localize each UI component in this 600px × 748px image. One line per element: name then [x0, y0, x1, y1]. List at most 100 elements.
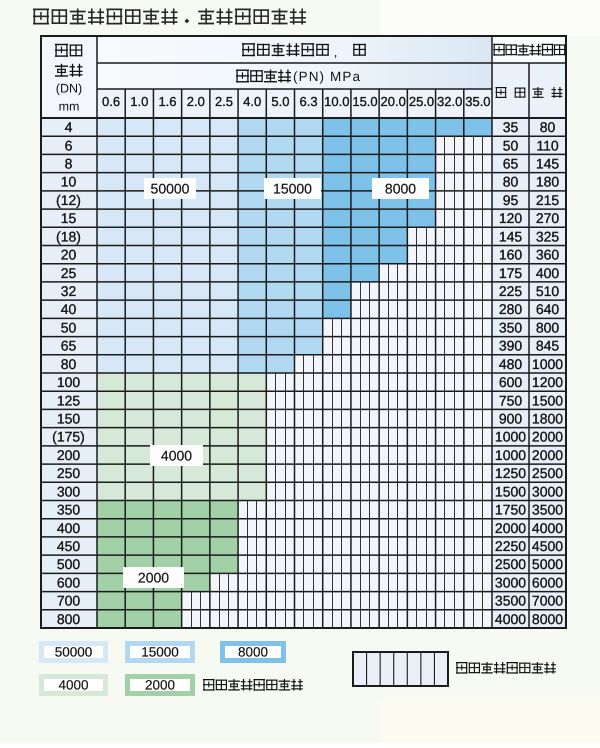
svg-text:32.0: 32.0 — [437, 94, 462, 109]
svg-text:50000: 50000 — [55, 644, 93, 659]
svg-text:8000: 8000 — [385, 181, 416, 197]
svg-text:40: 40 — [61, 301, 77, 317]
svg-text:50000: 50000 — [151, 181, 190, 197]
svg-text:15: 15 — [61, 210, 77, 226]
svg-text:1200: 1200 — [532, 374, 563, 390]
svg-text:640: 640 — [536, 301, 560, 317]
svg-text:1.0: 1.0 — [130, 94, 148, 109]
svg-text:1500: 1500 — [495, 483, 526, 499]
svg-text:6000: 6000 — [532, 575, 563, 591]
svg-text:1000: 1000 — [495, 429, 526, 445]
svg-text:2500: 2500 — [532, 465, 563, 481]
svg-text:2000: 2000 — [145, 677, 175, 692]
svg-text:325: 325 — [536, 228, 560, 244]
svg-text:10.0: 10.0 — [324, 94, 349, 109]
svg-text:150: 150 — [57, 411, 81, 427]
svg-text:1800: 1800 — [532, 411, 563, 427]
svg-text:1250: 1250 — [495, 465, 526, 481]
svg-text:145: 145 — [536, 156, 560, 172]
svg-text:8000: 8000 — [238, 644, 268, 659]
svg-text:2000: 2000 — [495, 520, 526, 536]
svg-text:600: 600 — [499, 374, 523, 390]
svg-text:3000: 3000 — [532, 483, 563, 499]
svg-text:4000: 4000 — [495, 611, 526, 627]
svg-text:1500: 1500 — [532, 392, 563, 408]
svg-text:(12): (12) — [56, 192, 81, 208]
svg-text:160: 160 — [499, 247, 523, 263]
svg-text:80: 80 — [540, 119, 556, 135]
svg-text:0.6: 0.6 — [102, 94, 120, 109]
svg-text:800: 800 — [57, 611, 81, 627]
svg-text:125: 125 — [57, 392, 81, 408]
svg-text:,: , — [334, 45, 338, 60]
svg-text:480: 480 — [499, 356, 523, 372]
svg-text:390: 390 — [499, 338, 523, 354]
svg-text:8: 8 — [65, 156, 73, 172]
svg-text:(PN) MPa: (PN) MPa — [293, 69, 361, 84]
svg-text:50: 50 — [61, 320, 77, 336]
svg-text:1.6: 1.6 — [158, 94, 176, 109]
svg-text:25.0: 25.0 — [409, 94, 434, 109]
svg-text:500: 500 — [57, 556, 81, 572]
svg-text:20.0: 20.0 — [381, 94, 406, 109]
svg-text:1000: 1000 — [532, 356, 563, 372]
svg-text:5000: 5000 — [532, 556, 563, 572]
svg-text:120: 120 — [499, 210, 523, 226]
svg-text:900: 900 — [499, 411, 523, 427]
svg-text:1750: 1750 — [495, 502, 526, 518]
svg-text:400: 400 — [536, 265, 560, 281]
svg-text:350: 350 — [57, 502, 81, 518]
svg-text:145: 145 — [499, 228, 523, 244]
svg-text:250: 250 — [57, 465, 81, 481]
svg-text:65: 65 — [503, 156, 519, 172]
svg-text:3000: 3000 — [495, 575, 526, 591]
svg-text:350: 350 — [499, 320, 523, 336]
svg-text:510: 510 — [536, 283, 560, 299]
svg-text:4500: 4500 — [532, 538, 563, 554]
svg-text:1000: 1000 — [495, 447, 526, 463]
svg-text:4: 4 — [65, 119, 73, 135]
svg-text:845: 845 — [536, 338, 560, 354]
svg-text:400: 400 — [57, 520, 81, 536]
svg-text:360: 360 — [536, 247, 560, 263]
svg-text:110: 110 — [536, 137, 559, 153]
svg-text:6: 6 — [65, 137, 73, 153]
svg-text:8000: 8000 — [532, 611, 563, 627]
svg-text:4000: 4000 — [532, 520, 563, 536]
svg-text:200: 200 — [57, 447, 81, 463]
svg-text:750: 750 — [499, 392, 523, 408]
svg-text:175: 175 — [499, 265, 523, 281]
svg-text:450: 450 — [57, 538, 81, 554]
svg-text:280: 280 — [499, 301, 523, 317]
svg-text:270: 270 — [536, 210, 560, 226]
svg-text:180: 180 — [536, 174, 560, 190]
svg-text:4000: 4000 — [161, 448, 192, 464]
svg-text:35: 35 — [503, 119, 519, 135]
svg-text:6.3: 6.3 — [300, 94, 318, 109]
svg-text:80: 80 — [503, 174, 519, 190]
svg-text:300: 300 — [57, 483, 81, 499]
svg-text:(DN): (DN) — [56, 82, 82, 96]
svg-text:15000: 15000 — [141, 644, 179, 659]
svg-text:225: 225 — [499, 283, 523, 299]
svg-text:2000: 2000 — [138, 570, 169, 586]
svg-text:(18): (18) — [56, 228, 81, 244]
svg-text:100: 100 — [57, 374, 81, 390]
svg-text:(175): (175) — [52, 429, 85, 445]
svg-text:65: 65 — [61, 338, 77, 354]
svg-text:95: 95 — [503, 192, 519, 208]
svg-text:4.0: 4.0 — [243, 94, 261, 109]
svg-text:35.0: 35.0 — [465, 94, 490, 109]
svg-text:7000: 7000 — [532, 593, 563, 609]
svg-text:600: 600 — [57, 575, 81, 591]
svg-text:80: 80 — [61, 356, 77, 372]
svg-text:2.5: 2.5 — [215, 94, 233, 109]
svg-text:mm: mm — [59, 100, 80, 114]
svg-text:4000: 4000 — [58, 677, 88, 692]
svg-text:15000: 15000 — [273, 181, 312, 197]
svg-text:10: 10 — [61, 174, 77, 190]
svg-text:5.0: 5.0 — [271, 94, 289, 109]
svg-text:15.0: 15.0 — [352, 94, 377, 109]
svg-text:20: 20 — [61, 247, 77, 263]
svg-text:32: 32 — [61, 283, 77, 299]
